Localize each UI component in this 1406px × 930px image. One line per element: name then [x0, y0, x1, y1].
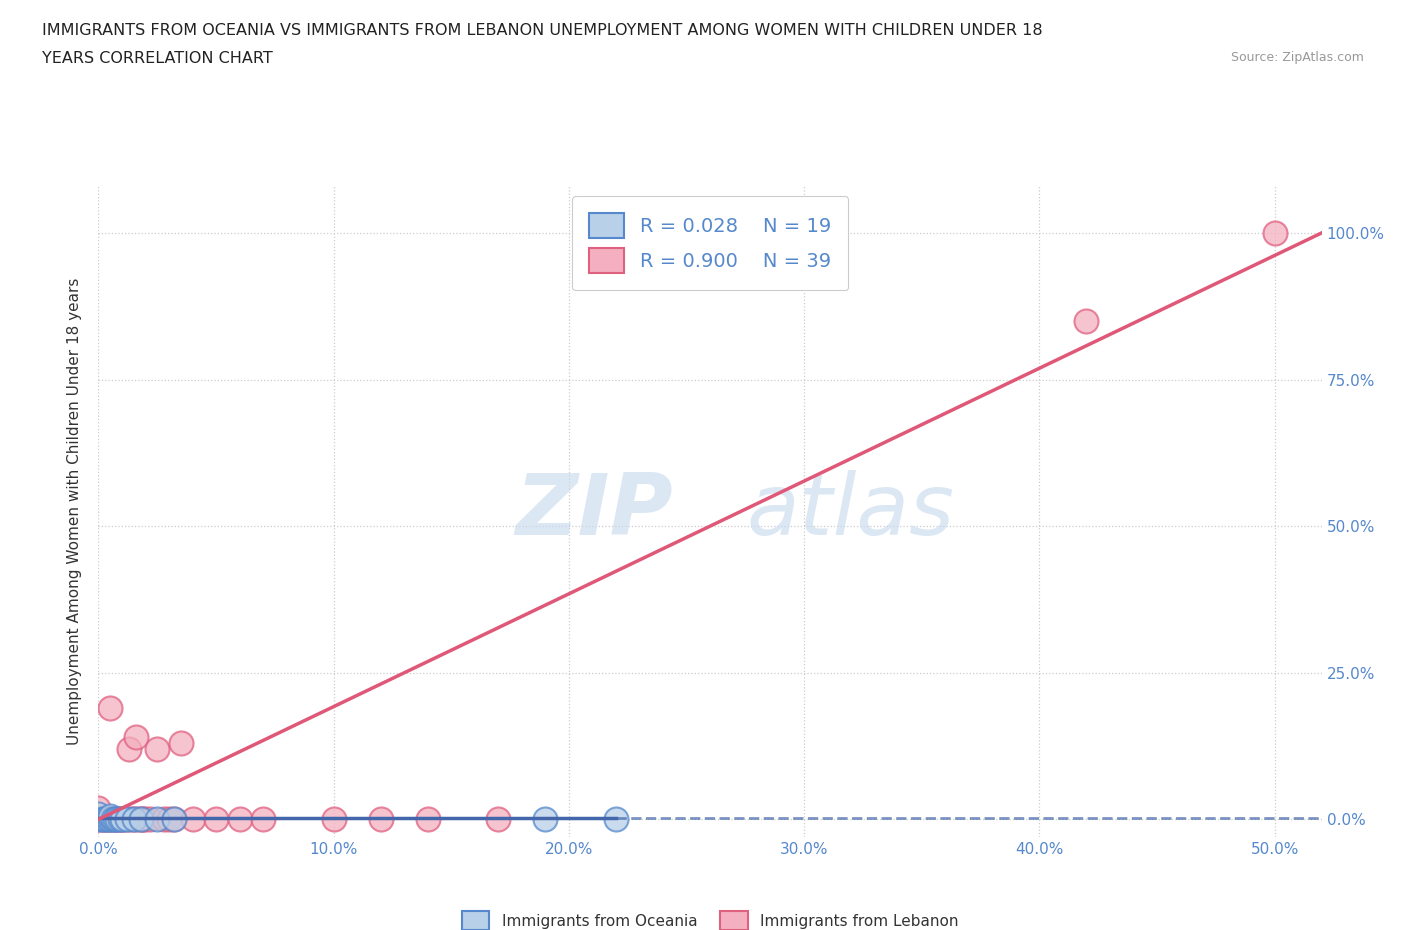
- Point: [605, 812, 627, 827]
- Point: [104, 812, 127, 827]
- Point: [129, 812, 152, 827]
- Point: [146, 741, 169, 756]
- Point: [91, 812, 114, 827]
- Point: [322, 812, 344, 827]
- Point: [87, 806, 110, 821]
- Text: Source: ZipAtlas.com: Source: ZipAtlas.com: [1230, 51, 1364, 64]
- Point: [97, 812, 120, 827]
- Point: [101, 812, 124, 827]
- Point: [87, 812, 110, 827]
- Point: [129, 812, 152, 827]
- Text: ZIP: ZIP: [516, 470, 673, 553]
- Point: [94, 812, 117, 827]
- Point: [98, 809, 121, 824]
- Point: [146, 812, 169, 827]
- Point: [228, 812, 250, 827]
- Point: [111, 812, 134, 827]
- Point: [125, 730, 148, 745]
- Point: [112, 812, 135, 827]
- Point: [111, 812, 134, 827]
- Point: [105, 812, 128, 827]
- Point: [122, 812, 145, 827]
- Point: [105, 812, 128, 827]
- Point: [115, 812, 138, 827]
- Y-axis label: Unemployment Among Women with Children Under 18 years: Unemployment Among Women with Children U…: [67, 278, 83, 745]
- Point: [118, 741, 141, 756]
- Point: [163, 812, 186, 827]
- Point: [98, 700, 121, 715]
- Point: [98, 812, 121, 827]
- Point: [108, 812, 131, 827]
- Point: [416, 812, 439, 827]
- Point: [205, 812, 228, 827]
- Point: [163, 812, 186, 827]
- Point: [127, 812, 149, 827]
- Point: [139, 812, 162, 827]
- Point: [120, 812, 142, 827]
- Point: [1076, 313, 1098, 328]
- Text: atlas: atlas: [747, 470, 955, 553]
- Point: [98, 812, 121, 827]
- Point: [370, 812, 392, 827]
- Point: [87, 800, 110, 815]
- Point: [134, 812, 156, 827]
- Point: [170, 736, 193, 751]
- Point: [87, 812, 110, 827]
- Point: [115, 812, 138, 827]
- Point: [101, 812, 124, 827]
- Point: [486, 812, 509, 827]
- Point: [108, 812, 131, 827]
- Point: [94, 812, 117, 827]
- Point: [97, 812, 120, 827]
- Point: [132, 812, 155, 827]
- Text: YEARS CORRELATION CHART: YEARS CORRELATION CHART: [42, 51, 273, 66]
- Point: [1264, 225, 1286, 240]
- Point: [181, 812, 204, 827]
- Point: [122, 812, 145, 827]
- Legend: Immigrants from Oceania, Immigrants from Lebanon: Immigrants from Oceania, Immigrants from…: [454, 903, 966, 930]
- Point: [91, 812, 114, 827]
- Point: [90, 812, 112, 827]
- Text: IMMIGRANTS FROM OCEANIA VS IMMIGRANTS FROM LEBANON UNEMPLOYMENT AMONG WOMEN WITH: IMMIGRANTS FROM OCEANIA VS IMMIGRANTS FR…: [42, 23, 1043, 38]
- Point: [104, 812, 127, 827]
- Point: [157, 812, 180, 827]
- Point: [252, 812, 274, 827]
- Point: [153, 812, 176, 827]
- Point: [534, 812, 557, 827]
